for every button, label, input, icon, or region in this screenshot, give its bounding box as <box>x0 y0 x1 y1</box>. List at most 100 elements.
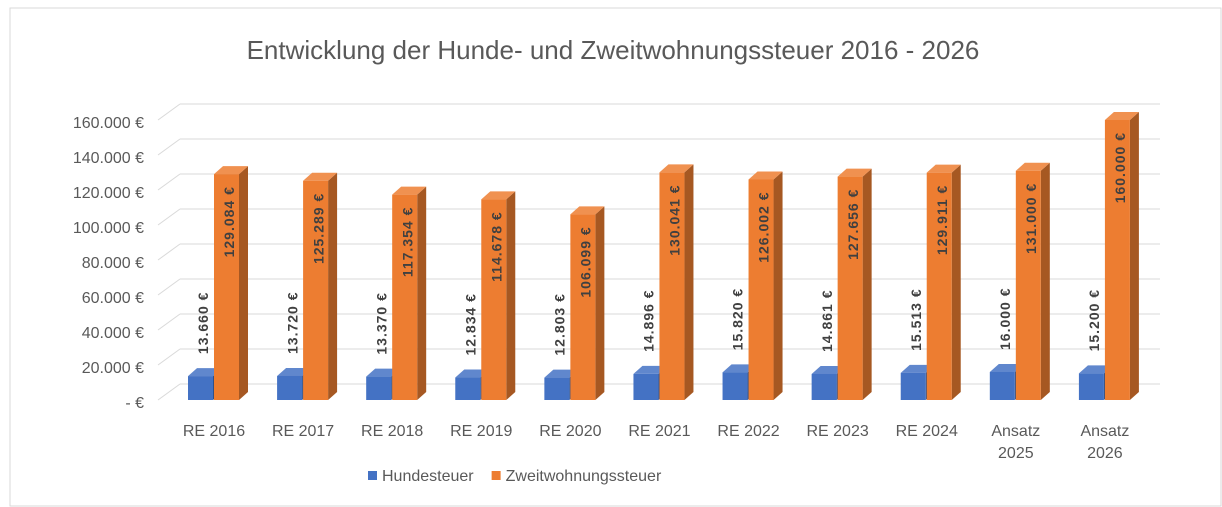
bar <box>900 372 926 400</box>
chart-title: Entwicklung der Hunde- und Zweitwohnungs… <box>247 35 980 65</box>
bar-top <box>1104 112 1139 120</box>
x-tick-label: RE 2019 <box>450 423 513 440</box>
bar-top <box>366 368 401 377</box>
data-label: 117.354 € <box>399 207 415 278</box>
legend-swatch <box>491 471 501 480</box>
bar <box>277 375 303 400</box>
bar-side <box>239 166 248 400</box>
x-tick-label: RE 2020 <box>539 423 602 440</box>
y-tick-label: - € <box>125 395 144 412</box>
y-tick-label: 60.000 € <box>82 290 144 307</box>
bar-side <box>773 171 783 400</box>
bar-top <box>722 364 757 373</box>
data-label: 13.370 € <box>373 292 389 355</box>
x-tick-label: Ansatz 2025 <box>991 423 1041 462</box>
bar-top <box>570 206 605 215</box>
data-label: 129.911 € <box>934 185 950 256</box>
bar-top <box>214 166 248 175</box>
y-tick-label: 100.000 € <box>73 220 144 237</box>
bar-top <box>837 168 872 177</box>
bar-top <box>455 369 490 378</box>
data-label: 106.099 € <box>578 226 594 297</box>
bar <box>926 172 952 400</box>
bar-side <box>328 172 338 400</box>
bar-top <box>900 364 935 373</box>
data-label: 12.803 € <box>552 293 568 356</box>
data-label: 126.002 € <box>756 191 772 262</box>
legend-label: Zweitwohnungssteuer <box>506 468 662 485</box>
bar <box>1078 373 1104 400</box>
bar-top <box>392 186 427 195</box>
bar-top <box>303 172 338 181</box>
bar-top <box>544 369 579 378</box>
bar-side <box>862 168 872 400</box>
x-tick-label: RE 2021 <box>628 423 691 440</box>
bar <box>303 180 329 400</box>
bar-side <box>506 191 516 400</box>
bar <box>659 172 685 400</box>
grid-line-side <box>157 348 181 366</box>
bar <box>188 376 213 400</box>
bar-side <box>595 206 605 400</box>
bar-side <box>951 164 961 400</box>
bar <box>481 199 507 400</box>
x-tick-label: RE 2018 <box>361 423 424 440</box>
grid-line-side <box>157 208 181 226</box>
bar-top <box>633 365 668 374</box>
legend-swatch <box>368 471 377 480</box>
bar <box>633 373 659 400</box>
bar-top <box>188 368 222 377</box>
bar-top <box>1015 162 1050 171</box>
y-tick-label: 80.000 € <box>82 255 144 272</box>
bar <box>570 214 596 400</box>
bar-top <box>659 164 694 173</box>
data-label: 15.200 € <box>1086 289 1102 352</box>
data-label: 13.720 € <box>284 291 300 354</box>
bar <box>544 377 570 400</box>
grid-line-side <box>157 173 181 191</box>
x-tick-label: Ansatz 2026 <box>1080 423 1130 462</box>
data-label: 129.084 € <box>221 186 237 257</box>
bar <box>989 372 1015 400</box>
x-tick-label: RE 2016 <box>182 423 246 440</box>
y-tick-label: 20.000 € <box>82 360 144 377</box>
bar <box>392 194 418 400</box>
x-tick-label: RE 2024 <box>895 423 958 440</box>
grid-line-side <box>157 138 181 156</box>
grid-line-side <box>157 243 181 261</box>
bar-side <box>1129 112 1139 400</box>
bar <box>748 179 774 400</box>
data-label: 12.834 € <box>462 293 478 355</box>
bar <box>722 372 748 400</box>
y-tick-label: 160.000 € <box>73 115 144 132</box>
data-label: 16.000 € <box>997 288 1013 350</box>
grid-line-side <box>157 103 181 121</box>
data-label: 130.041 € <box>667 184 683 255</box>
bar <box>455 377 481 400</box>
x-tick-label: RE 2023 <box>806 423 869 440</box>
data-label: 15.513 € <box>908 288 924 351</box>
bar-top <box>811 365 846 374</box>
grid-line-side <box>157 278 181 296</box>
y-tick-label: 120.000 € <box>73 185 144 202</box>
data-label: 131.000 € <box>1023 183 1039 254</box>
y-tick-label: 40.000 € <box>82 325 144 342</box>
data-label: 14.861 € <box>819 289 835 352</box>
grid-line-side <box>157 383 181 401</box>
bar-top <box>1078 365 1113 374</box>
x-tick-label: RE 2022 <box>717 423 780 440</box>
data-label: 14.896 € <box>641 289 657 352</box>
bar-side <box>417 186 427 400</box>
bar-top <box>481 191 516 200</box>
y-tick-label: 140.000 € <box>73 150 144 167</box>
bar-side <box>684 164 694 400</box>
bar-top <box>989 364 1024 372</box>
bar <box>811 373 837 400</box>
bar <box>837 176 863 400</box>
bar <box>1015 170 1041 400</box>
x-tick-label: RE 2017 <box>271 423 335 440</box>
bar-top <box>277 367 312 376</box>
bar <box>1104 120 1130 400</box>
bar <box>366 376 392 400</box>
